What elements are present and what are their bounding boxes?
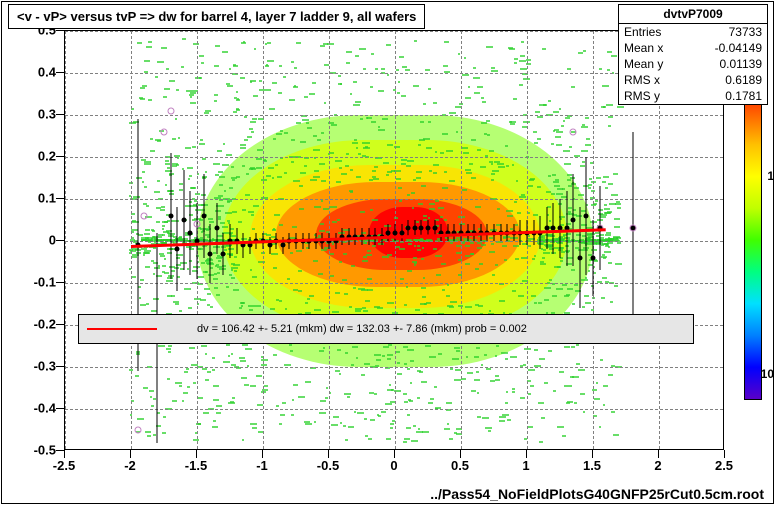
stats-entries: 73733 — [729, 25, 762, 39]
stats-box: dvtvP7009 Entries 73733 Mean x -0.04149 Me… — [618, 4, 768, 105]
color-palette — [744, 80, 762, 400]
legend-line-icon — [87, 328, 157, 330]
stats-label-rmsy: RMS y — [624, 89, 660, 103]
stats-label-meany: Mean y — [624, 57, 663, 71]
stats-label-entries: Entries — [624, 25, 661, 39]
stats-name: dvtvP7009 — [619, 5, 767, 24]
legend-box: dv = 106.42 +- 5.21 (mkm) dw = 132.03 +-… — [78, 314, 694, 344]
plot-title: <v - vP> versus tvP => dw for barrel 4, … — [8, 4, 425, 29]
stats-label-meanx: Mean x — [624, 41, 663, 55]
stats-meanx: -0.04149 — [715, 41, 762, 55]
footer-path: ../Pass54_NoFieldPlotsG40GNFP25rCut0.5cm… — [430, 486, 764, 502]
stats-rmsx: 0.6189 — [725, 73, 762, 87]
stats-label-rmsx: RMS x — [624, 73, 660, 87]
stats-meany: 0.01139 — [720, 57, 763, 71]
stats-rmsy: 0.1781 — [725, 89, 762, 103]
legend-text: dv = 106.42 +- 5.21 (mkm) dw = 132.03 +-… — [197, 323, 527, 335]
